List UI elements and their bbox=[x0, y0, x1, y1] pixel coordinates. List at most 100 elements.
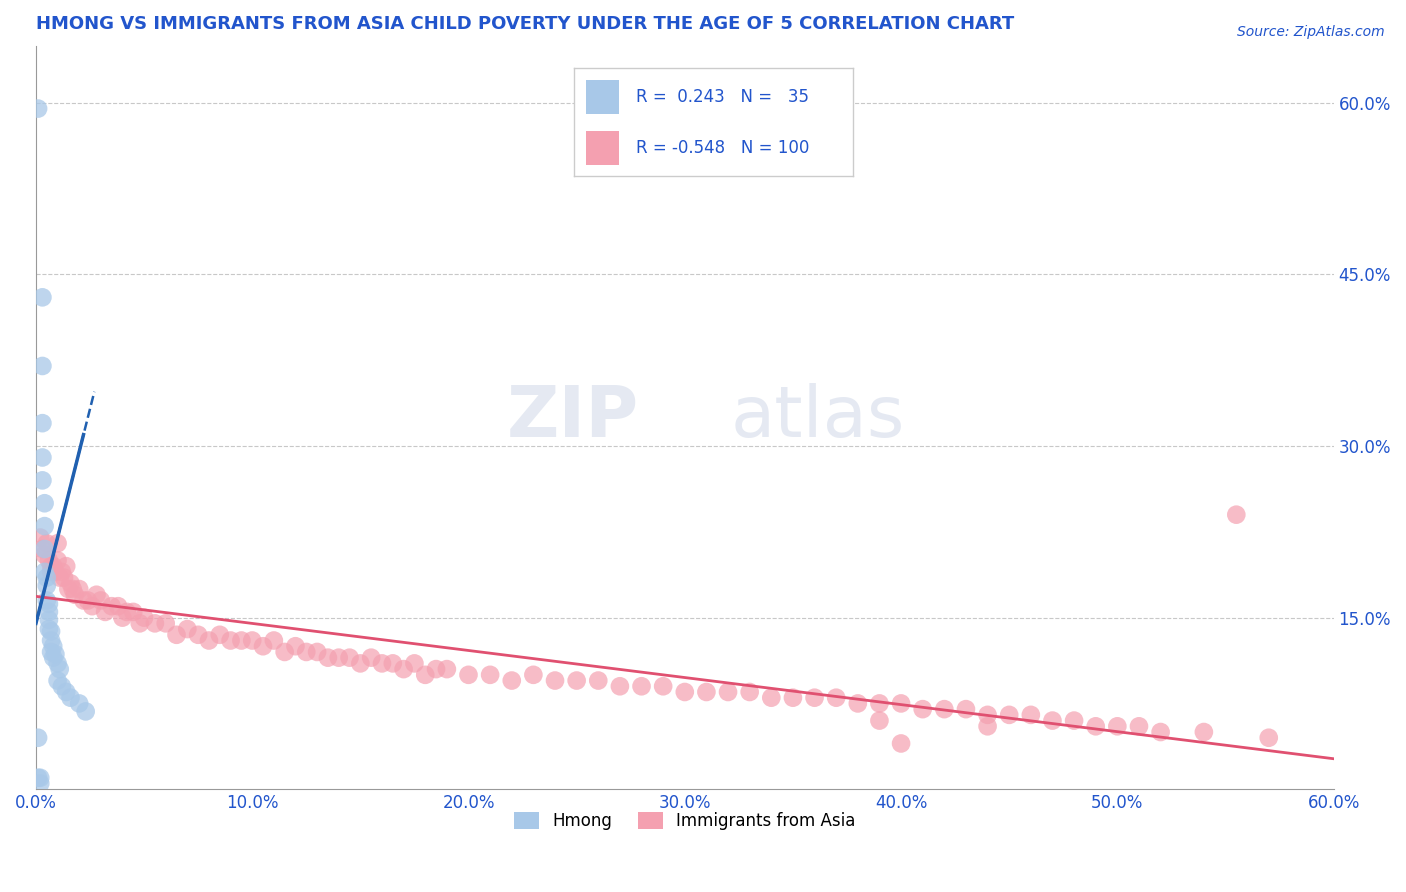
Point bbox=[55, 559, 77, 574]
Point bbox=[27, 731, 49, 745]
Point bbox=[360, 650, 382, 665]
Text: HMONG VS IMMIGRANTS FROM ASIA CHILD POVERTY UNDER THE AGE OF 5 CORRELATION CHART: HMONG VS IMMIGRANTS FROM ASIA CHILD POVE… bbox=[37, 15, 1014, 33]
Point bbox=[38, 553, 60, 567]
Point bbox=[176, 622, 198, 636]
Point bbox=[219, 633, 242, 648]
Point bbox=[39, 633, 62, 648]
Point bbox=[846, 697, 869, 711]
Point bbox=[90, 593, 112, 607]
Point bbox=[62, 582, 84, 596]
Point bbox=[371, 657, 394, 671]
Point bbox=[479, 668, 502, 682]
Point bbox=[349, 657, 371, 671]
Point bbox=[35, 593, 58, 607]
Point bbox=[46, 536, 69, 550]
Point bbox=[27, 102, 49, 116]
Point bbox=[273, 645, 295, 659]
Point bbox=[1019, 707, 1042, 722]
Point bbox=[1128, 719, 1150, 733]
Point bbox=[30, 771, 52, 785]
Point bbox=[457, 668, 479, 682]
Point bbox=[307, 645, 329, 659]
Point bbox=[46, 657, 69, 671]
Point bbox=[263, 633, 285, 648]
Point bbox=[652, 679, 675, 693]
Point bbox=[911, 702, 934, 716]
Point bbox=[761, 690, 783, 705]
Point bbox=[143, 616, 166, 631]
Point bbox=[122, 605, 145, 619]
Point bbox=[31, 416, 53, 430]
Point bbox=[425, 662, 447, 676]
Point bbox=[166, 628, 188, 642]
Point bbox=[803, 690, 825, 705]
Point bbox=[825, 690, 848, 705]
Point bbox=[39, 645, 62, 659]
Point bbox=[58, 582, 80, 596]
Point bbox=[75, 705, 97, 719]
Point bbox=[284, 639, 307, 653]
Point bbox=[44, 647, 66, 661]
Point bbox=[51, 565, 73, 579]
Point bbox=[392, 662, 415, 676]
Point bbox=[35, 579, 58, 593]
Point bbox=[39, 559, 62, 574]
Point bbox=[522, 668, 544, 682]
Point bbox=[328, 650, 350, 665]
Point bbox=[39, 565, 62, 579]
Point bbox=[1042, 714, 1064, 728]
Point bbox=[59, 576, 82, 591]
Point bbox=[34, 496, 56, 510]
Point bbox=[609, 679, 631, 693]
Point bbox=[413, 668, 436, 682]
Point bbox=[976, 719, 998, 733]
Point bbox=[31, 541, 53, 556]
Point bbox=[86, 588, 108, 602]
Point bbox=[38, 597, 60, 611]
Point bbox=[67, 582, 90, 596]
Point bbox=[868, 697, 890, 711]
Point bbox=[404, 657, 426, 671]
Point bbox=[128, 616, 150, 631]
Point bbox=[155, 616, 177, 631]
Point bbox=[738, 685, 761, 699]
Point bbox=[1225, 508, 1247, 522]
Point bbox=[588, 673, 610, 688]
Point bbox=[339, 650, 361, 665]
Point bbox=[544, 673, 567, 688]
Point bbox=[30, 531, 52, 545]
Point bbox=[67, 697, 90, 711]
Point bbox=[976, 707, 998, 722]
Point bbox=[48, 571, 70, 585]
Point bbox=[934, 702, 956, 716]
Point bbox=[100, 599, 122, 614]
Point bbox=[82, 599, 104, 614]
Point bbox=[94, 605, 117, 619]
Point bbox=[187, 628, 209, 642]
Point bbox=[565, 673, 588, 688]
Point bbox=[717, 685, 740, 699]
Point bbox=[76, 593, 98, 607]
Point bbox=[30, 776, 52, 790]
Point bbox=[1149, 725, 1171, 739]
Point bbox=[53, 571, 76, 585]
Point bbox=[35, 536, 58, 550]
Point bbox=[35, 571, 58, 585]
Point bbox=[51, 679, 73, 693]
Point bbox=[1192, 725, 1215, 739]
Point bbox=[31, 290, 53, 304]
Point bbox=[34, 548, 56, 562]
Point bbox=[42, 650, 65, 665]
Point bbox=[111, 610, 134, 624]
Point bbox=[42, 559, 65, 574]
Point bbox=[381, 657, 404, 671]
Point bbox=[782, 690, 804, 705]
Legend: Hmong, Immigrants from Asia: Hmong, Immigrants from Asia bbox=[508, 805, 862, 837]
Point bbox=[44, 565, 66, 579]
Point bbox=[42, 639, 65, 653]
Point bbox=[34, 541, 56, 556]
Point bbox=[115, 605, 138, 619]
Point bbox=[55, 685, 77, 699]
Point bbox=[39, 624, 62, 639]
Point bbox=[31, 359, 53, 373]
